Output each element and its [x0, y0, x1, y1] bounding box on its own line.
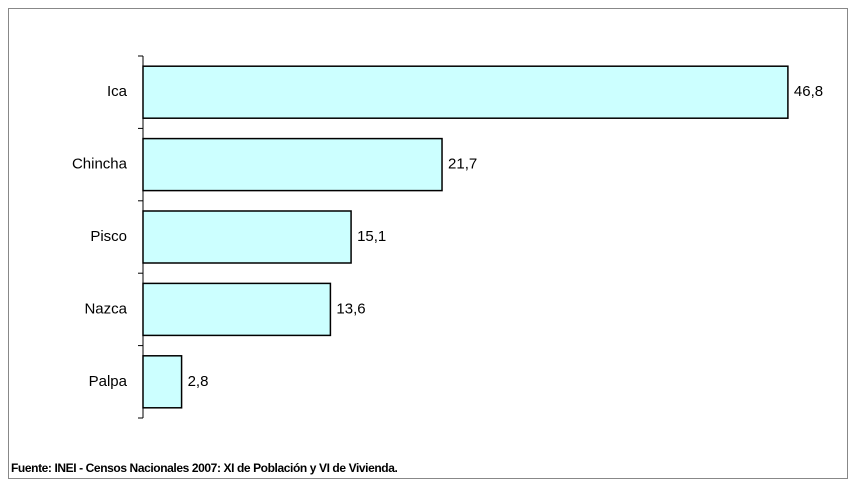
value-label: 21,7	[448, 156, 477, 173]
y-tick-label: Chincha	[72, 156, 128, 173]
value-label: 13,6	[336, 300, 365, 317]
bar	[142, 355, 183, 409]
bar	[142, 65, 789, 119]
y-tick-label: Ica	[107, 83, 128, 100]
y-tick-label: Palpa	[89, 373, 128, 390]
source-note: Fuente: INEI - Censos Nacionales 2007: X…	[11, 461, 398, 475]
bar	[142, 282, 332, 337]
bar	[142, 210, 352, 264]
value-label: 46,8	[794, 83, 823, 100]
bar	[142, 137, 443, 192]
y-tick-label: Nazca	[84, 300, 127, 317]
value-label: 2,8	[188, 373, 209, 390]
y-tick-label: Pisco	[90, 228, 127, 245]
value-label: 15,1	[357, 228, 386, 245]
